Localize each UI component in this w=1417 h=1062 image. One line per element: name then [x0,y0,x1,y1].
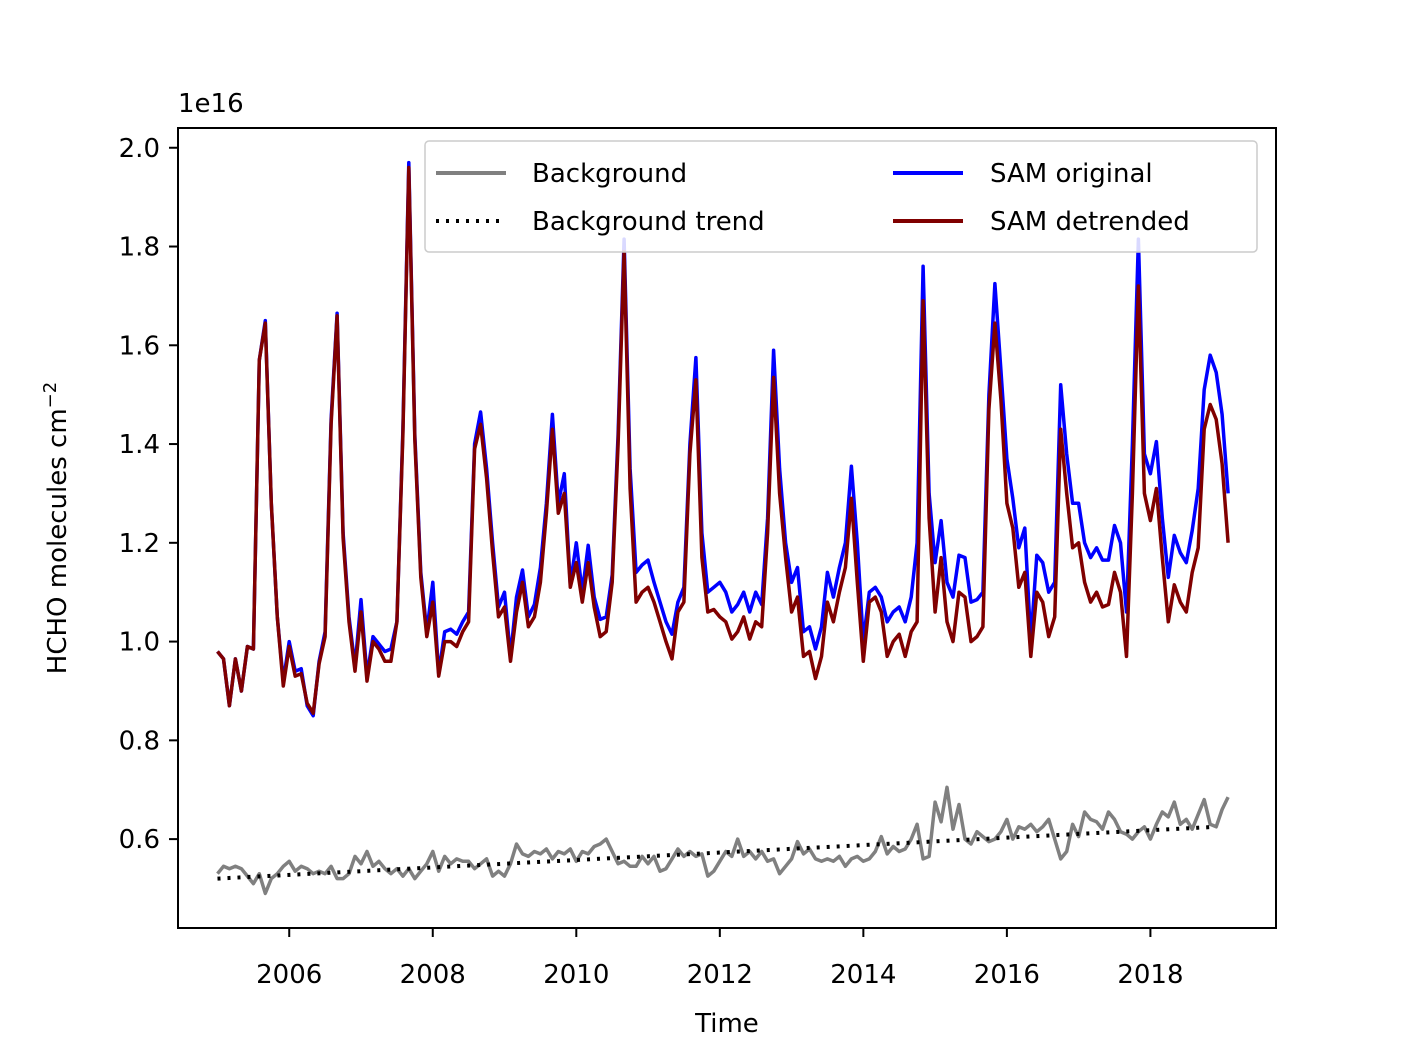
legend-label-background: Background [532,159,687,189]
x-axis: 2006 2008 2010 2012 2014 2016 2018 [256,928,1183,990]
legend-label-sam-original: SAM original [990,159,1153,189]
legend-label-sam-detrended: SAM detrended [990,207,1190,237]
y-tick-label: 1.8 [119,233,160,263]
y-axis: 0.6 0.8 1.0 1.2 1.4 1.6 1.8 2.0 [119,134,178,855]
series-line-background [216,785,1230,896]
y-tick-label: 1.6 [119,331,160,361]
offset-text: 1e16 [178,89,244,119]
x-tick-label: 2018 [1117,960,1183,990]
y-tick-label: 0.8 [119,726,160,756]
y-axis-label-superscript: −2 [40,382,61,409]
plot-frame [177,127,1277,929]
series-line-sam-detrended [216,165,1230,715]
legend-label-background-trend: Background trend [532,207,765,237]
y-tick-label: 2.0 [119,134,160,164]
x-tick-label: 2010 [543,960,609,990]
y-axis-label: HCHO molecules cm−2 [40,382,73,674]
legend-box [424,140,1258,253]
legend: Background Background trend SAM original… [424,140,1258,253]
x-axis-label: Time [694,1009,759,1039]
y-tick-label: 1.0 [119,628,160,658]
x-tick-label: 2008 [400,960,466,990]
x-tick-label: 2006 [256,960,322,990]
x-tick-label: 2012 [687,960,753,990]
y-tick-label: 1.2 [119,529,160,559]
y-tick-label: 0.6 [119,825,160,855]
y-tick-label: 1.4 [119,430,160,460]
x-tick-label: 2016 [974,960,1040,990]
series-line-background-trend [217,824,1217,881]
x-tick-label: 2014 [830,960,896,990]
y-axis-label-main: HCHO molecules cm [43,408,73,674]
series-line-sam-original [216,160,1230,718]
series-layer [216,160,1230,896]
